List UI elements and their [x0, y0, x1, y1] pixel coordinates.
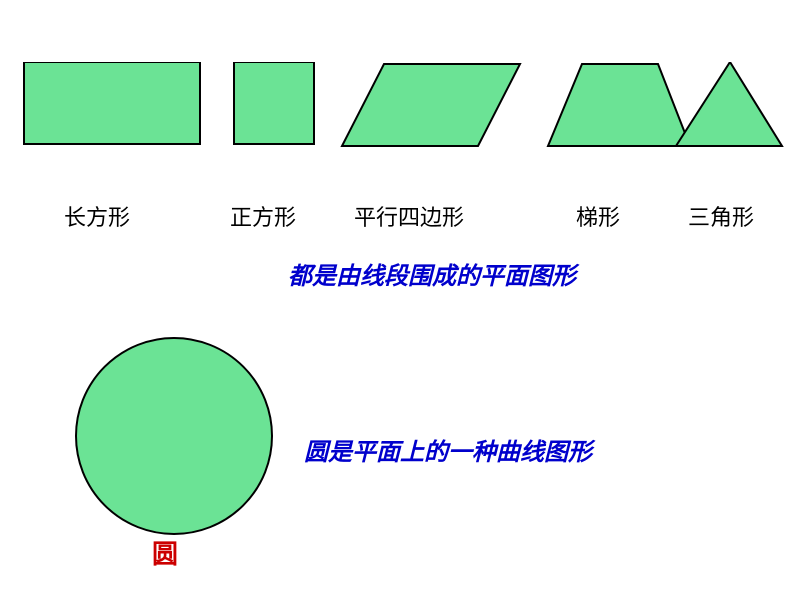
caption-curve: 圆是平面上的一种曲线图形 — [304, 432, 592, 467]
circle-container — [74, 336, 274, 536]
circle-label: 圆 — [152, 534, 178, 571]
shapes-svg — [0, 62, 794, 152]
caption-line-segment: 都是由线段围成的平面图形 — [288, 256, 576, 291]
circle-svg — [74, 336, 274, 536]
trapezoid-shape — [548, 64, 690, 146]
square-shape — [234, 62, 314, 144]
shapes-row — [0, 62, 794, 152]
parallelogram-shape — [342, 64, 520, 146]
circle-shape — [76, 338, 272, 534]
trapezoid-label: 梯形 — [576, 200, 620, 232]
rectangle-label: 长方形 — [64, 200, 130, 232]
square-label: 正方形 — [230, 200, 296, 232]
triangle-shape — [676, 62, 782, 146]
rectangle-shape — [24, 62, 200, 144]
triangle-label: 三角形 — [688, 200, 754, 232]
parallelogram-label: 平行四边形 — [354, 200, 464, 232]
